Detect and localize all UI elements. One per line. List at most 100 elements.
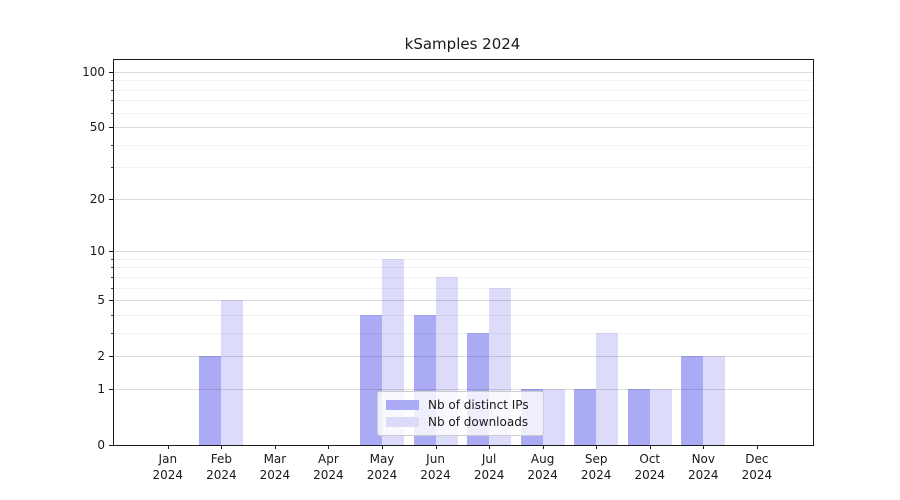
y-tick-mark	[109, 127, 113, 129]
y-tick-label: 10	[89, 244, 105, 259]
bar-feb-distinct-ips	[199, 356, 222, 445]
minor-gridline	[114, 112, 813, 114]
x-tick-mark	[328, 445, 330, 449]
legend: Nb of distinct IPs Nb of downloads	[377, 391, 544, 436]
chart-title: kSamples 2024	[404, 35, 521, 53]
y-tick-label: 5	[97, 293, 105, 308]
x-tick-mark	[596, 445, 598, 449]
y-tick-label: 50	[89, 120, 105, 135]
minor-gridline	[114, 100, 813, 102]
legend-swatch-distinct-ips	[386, 399, 419, 410]
x-tick-month: May	[369, 452, 395, 466]
y-minor-tick-mark	[111, 314, 113, 316]
y-tick-mark	[109, 251, 113, 253]
x-tick-month: Sep	[584, 452, 608, 466]
x-tick-mark	[542, 445, 544, 449]
minor-gridline	[114, 314, 813, 316]
x-tick-mark	[221, 445, 223, 449]
x-tick-month: Dec	[745, 452, 769, 466]
major-gridline	[114, 356, 813, 358]
legend-item-downloads: Nb of downloads	[386, 414, 535, 432]
x-tick-label-jun: Jun 2024	[406, 451, 466, 483]
minor-gridline	[114, 276, 813, 278]
major-gridline	[114, 388, 813, 390]
minor-gridline	[114, 332, 813, 334]
y-minor-tick-mark	[111, 80, 113, 82]
x-tick-month: Mar	[263, 452, 287, 466]
legend-item-distinct-ips: Nb of distinct IPs	[386, 396, 535, 414]
bar-feb-downloads	[221, 300, 244, 445]
y-minor-tick-mark	[111, 287, 113, 289]
minor-gridline	[114, 287, 813, 289]
legend-label: Nb of distinct IPs	[428, 397, 529, 412]
x-tick-label-jan: Jan 2024	[138, 451, 198, 483]
y-tick-label: 0	[97, 438, 105, 452]
plot-area	[113, 59, 814, 446]
x-tick-month: Nov	[691, 452, 715, 466]
x-tick-label-aug: Aug 2024	[513, 451, 573, 483]
x-tick-month: Oct	[639, 452, 661, 466]
bar-nov-distinct-ips	[681, 356, 704, 445]
y-minor-tick-mark	[111, 100, 113, 102]
x-tick-year: 2024	[688, 468, 719, 482]
y-tick-mark	[109, 356, 113, 358]
minor-gridline	[114, 80, 813, 82]
y-minor-tick-mark	[111, 332, 113, 334]
minor-gridline	[114, 144, 813, 146]
x-tick-mark	[756, 445, 758, 449]
y-minor-tick-mark	[111, 276, 113, 278]
y-tick-label: 20	[89, 191, 105, 206]
x-tick-year: 2024	[366, 468, 398, 482]
y-tick-label: 100	[82, 65, 105, 79]
major-gridline	[114, 251, 813, 253]
x-tick-year: 2024	[313, 468, 344, 482]
x-tick-month: Aug	[530, 452, 555, 466]
bar-sep-distinct-ips	[574, 388, 597, 445]
x-tick-month: Jul	[481, 452, 497, 466]
x-tick-label-sep: Sep 2024	[566, 451, 626, 483]
x-tick-year: 2024	[206, 468, 237, 482]
x-tick-year: 2024	[741, 468, 773, 482]
x-tick-mark	[382, 445, 383, 449]
y-tick-label: 1	[97, 381, 105, 396]
x-tick-label-may: May 2024	[352, 451, 412, 483]
y-minor-tick-mark	[111, 167, 113, 169]
x-tick-month: Jan	[158, 452, 178, 466]
major-gridline	[114, 300, 813, 302]
minor-gridline	[114, 167, 813, 169]
x-tick-mark	[274, 445, 276, 449]
legend-label: Nb of downloads	[428, 415, 529, 430]
y-tick-mark	[109, 388, 113, 390]
x-tick-year: 2024	[152, 468, 184, 482]
x-tick-month: Feb	[210, 452, 232, 466]
x-tick-month: Jun	[426, 452, 445, 466]
y-tick-mark	[109, 198, 113, 200]
x-tick-label-oct: Oct 2024	[620, 451, 680, 483]
x-tick-year: 2024	[580, 468, 612, 482]
bar-nov-downloads	[703, 356, 726, 445]
x-tick-mark	[649, 445, 651, 449]
bar-oct-distinct-ips	[627, 388, 650, 445]
legend-swatch-downloads	[386, 417, 419, 428]
y-minor-tick-mark	[111, 112, 113, 114]
y-tick-mark	[109, 72, 113, 73]
major-gridline	[114, 72, 813, 73]
major-gridline	[114, 127, 813, 129]
x-tick-mark	[703, 445, 705, 449]
x-tick-label-dec: Dec 2024	[727, 451, 787, 483]
y-tick-mark	[109, 300, 113, 302]
x-tick-label-jul: Jul 2024	[459, 451, 519, 483]
x-tick-month: Apr	[318, 452, 339, 466]
minor-gridline	[114, 89, 813, 91]
y-minor-tick-mark	[111, 267, 113, 269]
x-tick-year: 2024	[420, 468, 451, 482]
major-gridline	[114, 198, 813, 200]
bar-aug-downloads	[542, 388, 565, 445]
minor-gridline	[114, 267, 813, 269]
y-tick-mark	[109, 445, 113, 446]
y-tick-label: 2	[97, 349, 105, 364]
x-tick-year: 2024	[473, 468, 505, 482]
x-tick-year: 2024	[527, 468, 558, 482]
y-minor-tick-mark	[111, 144, 113, 146]
